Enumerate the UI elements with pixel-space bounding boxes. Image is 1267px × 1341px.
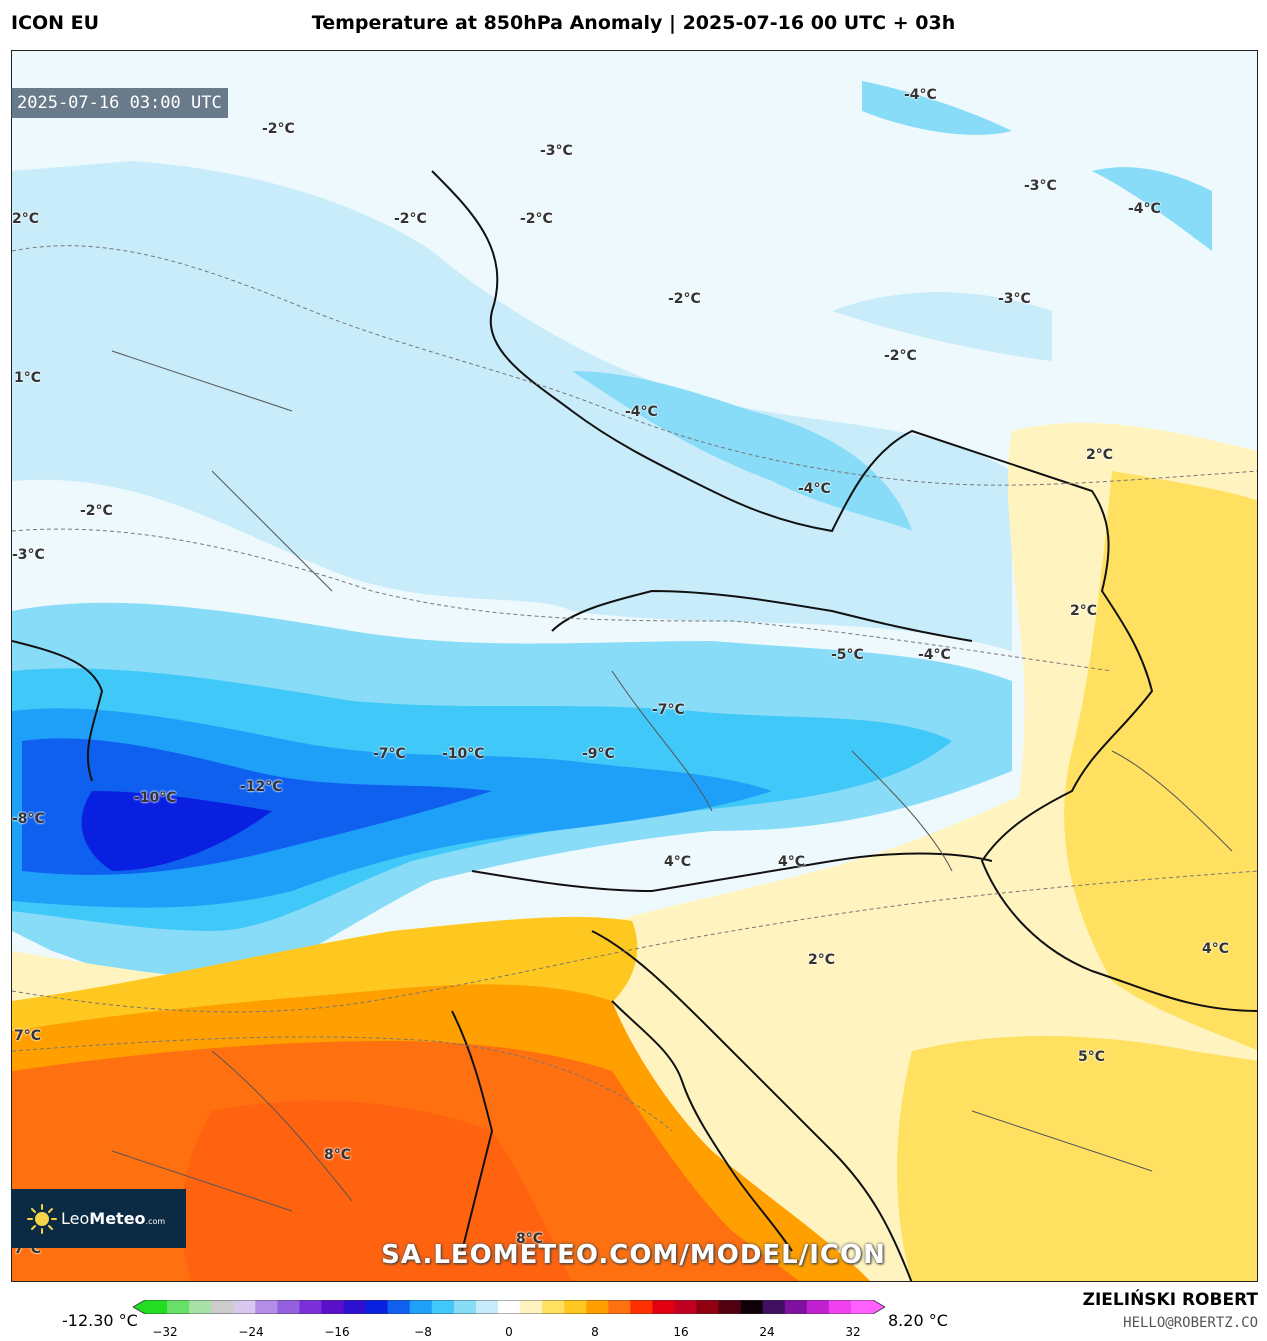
colorbar-tick-label: 0 <box>505 1325 513 1339</box>
author-email[interactable]: HELLO@ROBERTZ.CO <box>1123 1315 1258 1331</box>
contour-label: -12°C <box>240 779 283 795</box>
colorbar-swatch <box>542 1300 565 1314</box>
contour-label: -4°C <box>1128 201 1161 217</box>
colorbar-swatch <box>211 1300 234 1314</box>
contour-label: 1°C <box>14 370 42 386</box>
contour-label: 2°C <box>1086 447 1114 463</box>
colorbar-swatch <box>145 1300 168 1314</box>
contour-label: 5°C <box>1078 1049 1106 1065</box>
colorbar-swatch <box>608 1300 631 1314</box>
contour-label: 4°C <box>1202 941 1230 957</box>
contour-label: -10°C <box>134 790 177 806</box>
contour-label: -4°C <box>798 481 831 497</box>
contour-label: -3°C <box>540 143 573 159</box>
colorbar-swatch <box>828 1300 852 1314</box>
colorbar-swatch <box>564 1300 587 1314</box>
contour-label: -2°C <box>394 211 427 227</box>
colorbar-swatch <box>652 1300 675 1314</box>
valid-time-stamp: 2025-07-16 03:00 UTC <box>11 88 228 118</box>
colorbar-tick-label: 8 <box>591 1325 599 1339</box>
colorbar-swatch <box>167 1300 190 1314</box>
colorbar-swatch <box>189 1300 212 1314</box>
contour-label: -10°C <box>442 746 485 762</box>
contour-label: 4°C <box>778 854 806 870</box>
colorbar-swatch <box>806 1300 830 1314</box>
contour-label: -2°C <box>80 503 113 519</box>
website-watermark: SA.LEOMETEO.COM/MODEL/ICON <box>381 1240 886 1270</box>
colorbar-swatch <box>321 1300 345 1314</box>
contour-label: -2°C <box>520 211 553 227</box>
contour-label: -7°C <box>652 702 685 718</box>
colorbar-swatch <box>409 1300 433 1314</box>
colorbar-tick-label: 16 <box>673 1325 689 1339</box>
contour-label: 2°C <box>808 952 836 968</box>
colorbar-swatch <box>233 1300 256 1314</box>
chart-title: Temperature at 850hPa Anomaly | 2025-07-… <box>311 12 956 34</box>
colorbar-swatch <box>740 1300 764 1314</box>
colorbar-swatch <box>762 1300 786 1314</box>
colorbar-swatch <box>387 1300 411 1314</box>
colorbar-swatch <box>674 1300 698 1314</box>
contour-label: -7°C <box>373 746 406 762</box>
contour-label: -4°C <box>904 87 937 103</box>
contour-label: 8°C <box>516 1231 544 1247</box>
colorbar-max-label: 8.20 °C <box>888 1311 948 1330</box>
logo-text: LeoMeteo.com <box>61 1209 166 1228</box>
colorbar-tick-label: −8 <box>414 1325 432 1339</box>
colorbar-swatch <box>255 1300 278 1314</box>
colorbar-tick-label: −24 <box>238 1325 264 1339</box>
contour-label: 2°C <box>12 211 40 227</box>
colorbar-swatch <box>586 1300 609 1314</box>
colorbar-tick-label: 24 <box>759 1325 775 1339</box>
colorbar <box>133 1300 885 1314</box>
model-name: ICON EU <box>11 12 100 34</box>
colorbar-swatch <box>520 1300 543 1314</box>
contour-label: -3°C <box>1024 178 1057 194</box>
leometeo-logo[interactable]: LeoMeteo.com <box>11 1189 186 1248</box>
contour-label: -2°C <box>262 121 295 137</box>
colorbar-ticks: −32 −24 −16 −8 0 8 16 24 32 <box>0 1325 1267 1341</box>
colorbar-extend-min <box>133 1300 145 1314</box>
contour-label: -9°C <box>582 746 615 762</box>
colorbar-tick-label: −32 <box>152 1325 178 1339</box>
colorbar-swatch <box>630 1300 653 1314</box>
colorbar-extend-max <box>873 1300 885 1314</box>
colorbar-swatch <box>431 1300 455 1314</box>
colorbar-swatch <box>365 1300 389 1314</box>
colorbar-swatch <box>475 1300 499 1314</box>
colorbar-swatch <box>453 1300 477 1314</box>
colorbar-swatch <box>784 1300 808 1314</box>
contour-label: 4°C <box>664 854 692 870</box>
sun-icon <box>27 1203 57 1234</box>
colorbar-tick-label: 32 <box>845 1325 861 1339</box>
colorbar-swatch <box>299 1300 322 1314</box>
map-canvas <box>12 51 1257 1281</box>
colorbar-swatch <box>696 1300 720 1314</box>
contour-label: -4°C <box>918 647 951 663</box>
author-name: ZIELIŃSKI ROBERT <box>1082 1290 1258 1310</box>
contour-label: -3°C <box>998 291 1031 307</box>
contour-label: -5°C <box>831 647 864 663</box>
contour-label: 8°C <box>324 1147 352 1163</box>
colorbar-swatch <box>718 1300 742 1314</box>
contour-label: -2°C <box>668 291 701 307</box>
contour-label: -3°C <box>12 547 45 563</box>
contour-label: 2°C <box>1070 603 1098 619</box>
contour-label: -8°C <box>12 811 45 827</box>
temperature-anomaly-map[interactable]: -2°C -3°C -4°C -2°C -2°C 2°C -3°C -4°C -… <box>11 50 1258 1282</box>
contour-label: 7°C <box>14 1028 42 1044</box>
colorbar-min-label: -12.30 °C <box>62 1311 138 1330</box>
colorbar-swatch <box>343 1300 367 1314</box>
colorbar-swatch <box>277 1300 300 1314</box>
colorbar-swatch <box>850 1300 874 1314</box>
contour-label: -4°C <box>625 404 658 420</box>
colorbar-tick-label: −16 <box>324 1325 350 1339</box>
colorbar-swatch <box>497 1300 521 1314</box>
contour-label: -2°C <box>884 348 917 364</box>
